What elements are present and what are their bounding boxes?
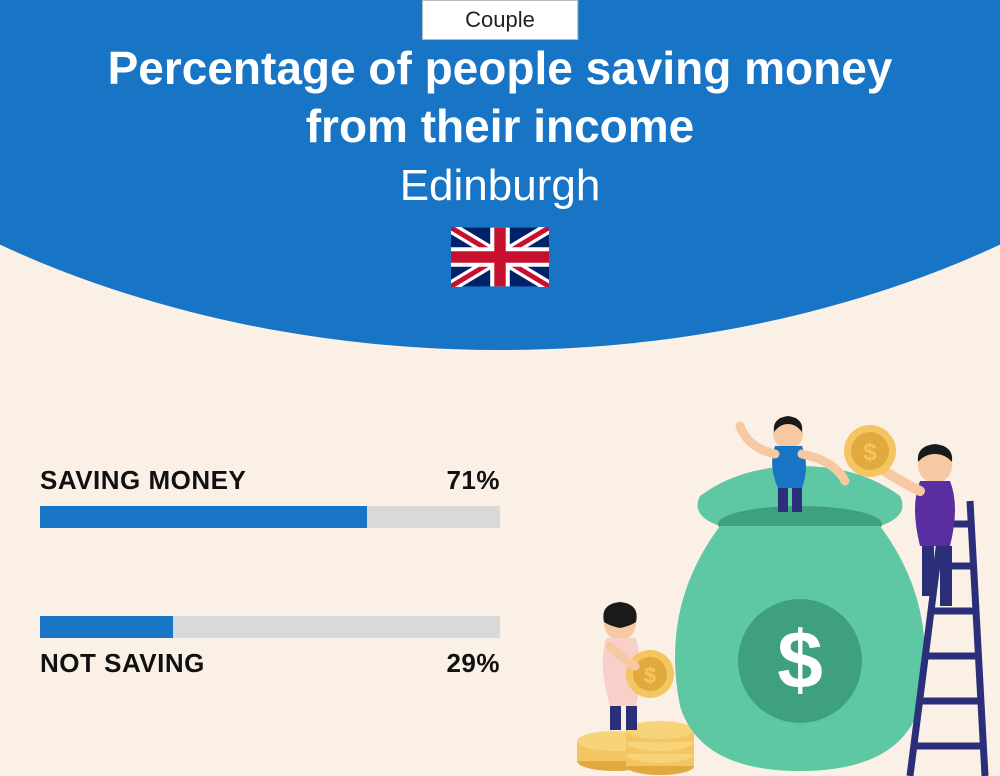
tab-badge: Couple xyxy=(422,0,578,40)
header-content: Percentage of people saving money from t… xyxy=(0,40,1000,287)
bar-value: 29% xyxy=(446,648,500,679)
title-line-1: Percentage of people saving money xyxy=(108,42,893,94)
person-left-icon: $ xyxy=(603,602,674,730)
bar-track xyxy=(40,616,500,638)
page-title: Percentage of people saving money from t… xyxy=(0,40,1000,155)
bar-label: SAVING MONEY xyxy=(40,465,246,496)
money-illustration: $ $ xyxy=(540,406,1000,776)
svg-text:$: $ xyxy=(863,439,877,466)
bar-track xyxy=(40,506,500,528)
bar-fill xyxy=(40,616,173,638)
bar-fill xyxy=(40,506,367,528)
title-line-2: from their income xyxy=(306,100,695,152)
bars-area: SAVING MONEY 71% NOT SAVING 29% xyxy=(40,465,500,767)
svg-text:$: $ xyxy=(777,615,823,706)
bar-value: 71% xyxy=(446,465,500,496)
city-subtitle: Edinburgh xyxy=(0,161,1000,211)
bar-saving: SAVING MONEY 71% xyxy=(40,465,500,528)
uk-flag-icon xyxy=(451,227,549,287)
bar-not-saving: NOT SAVING 29% xyxy=(40,616,500,679)
bar-label: NOT SAVING xyxy=(40,648,205,679)
svg-text:$: $ xyxy=(644,663,656,688)
